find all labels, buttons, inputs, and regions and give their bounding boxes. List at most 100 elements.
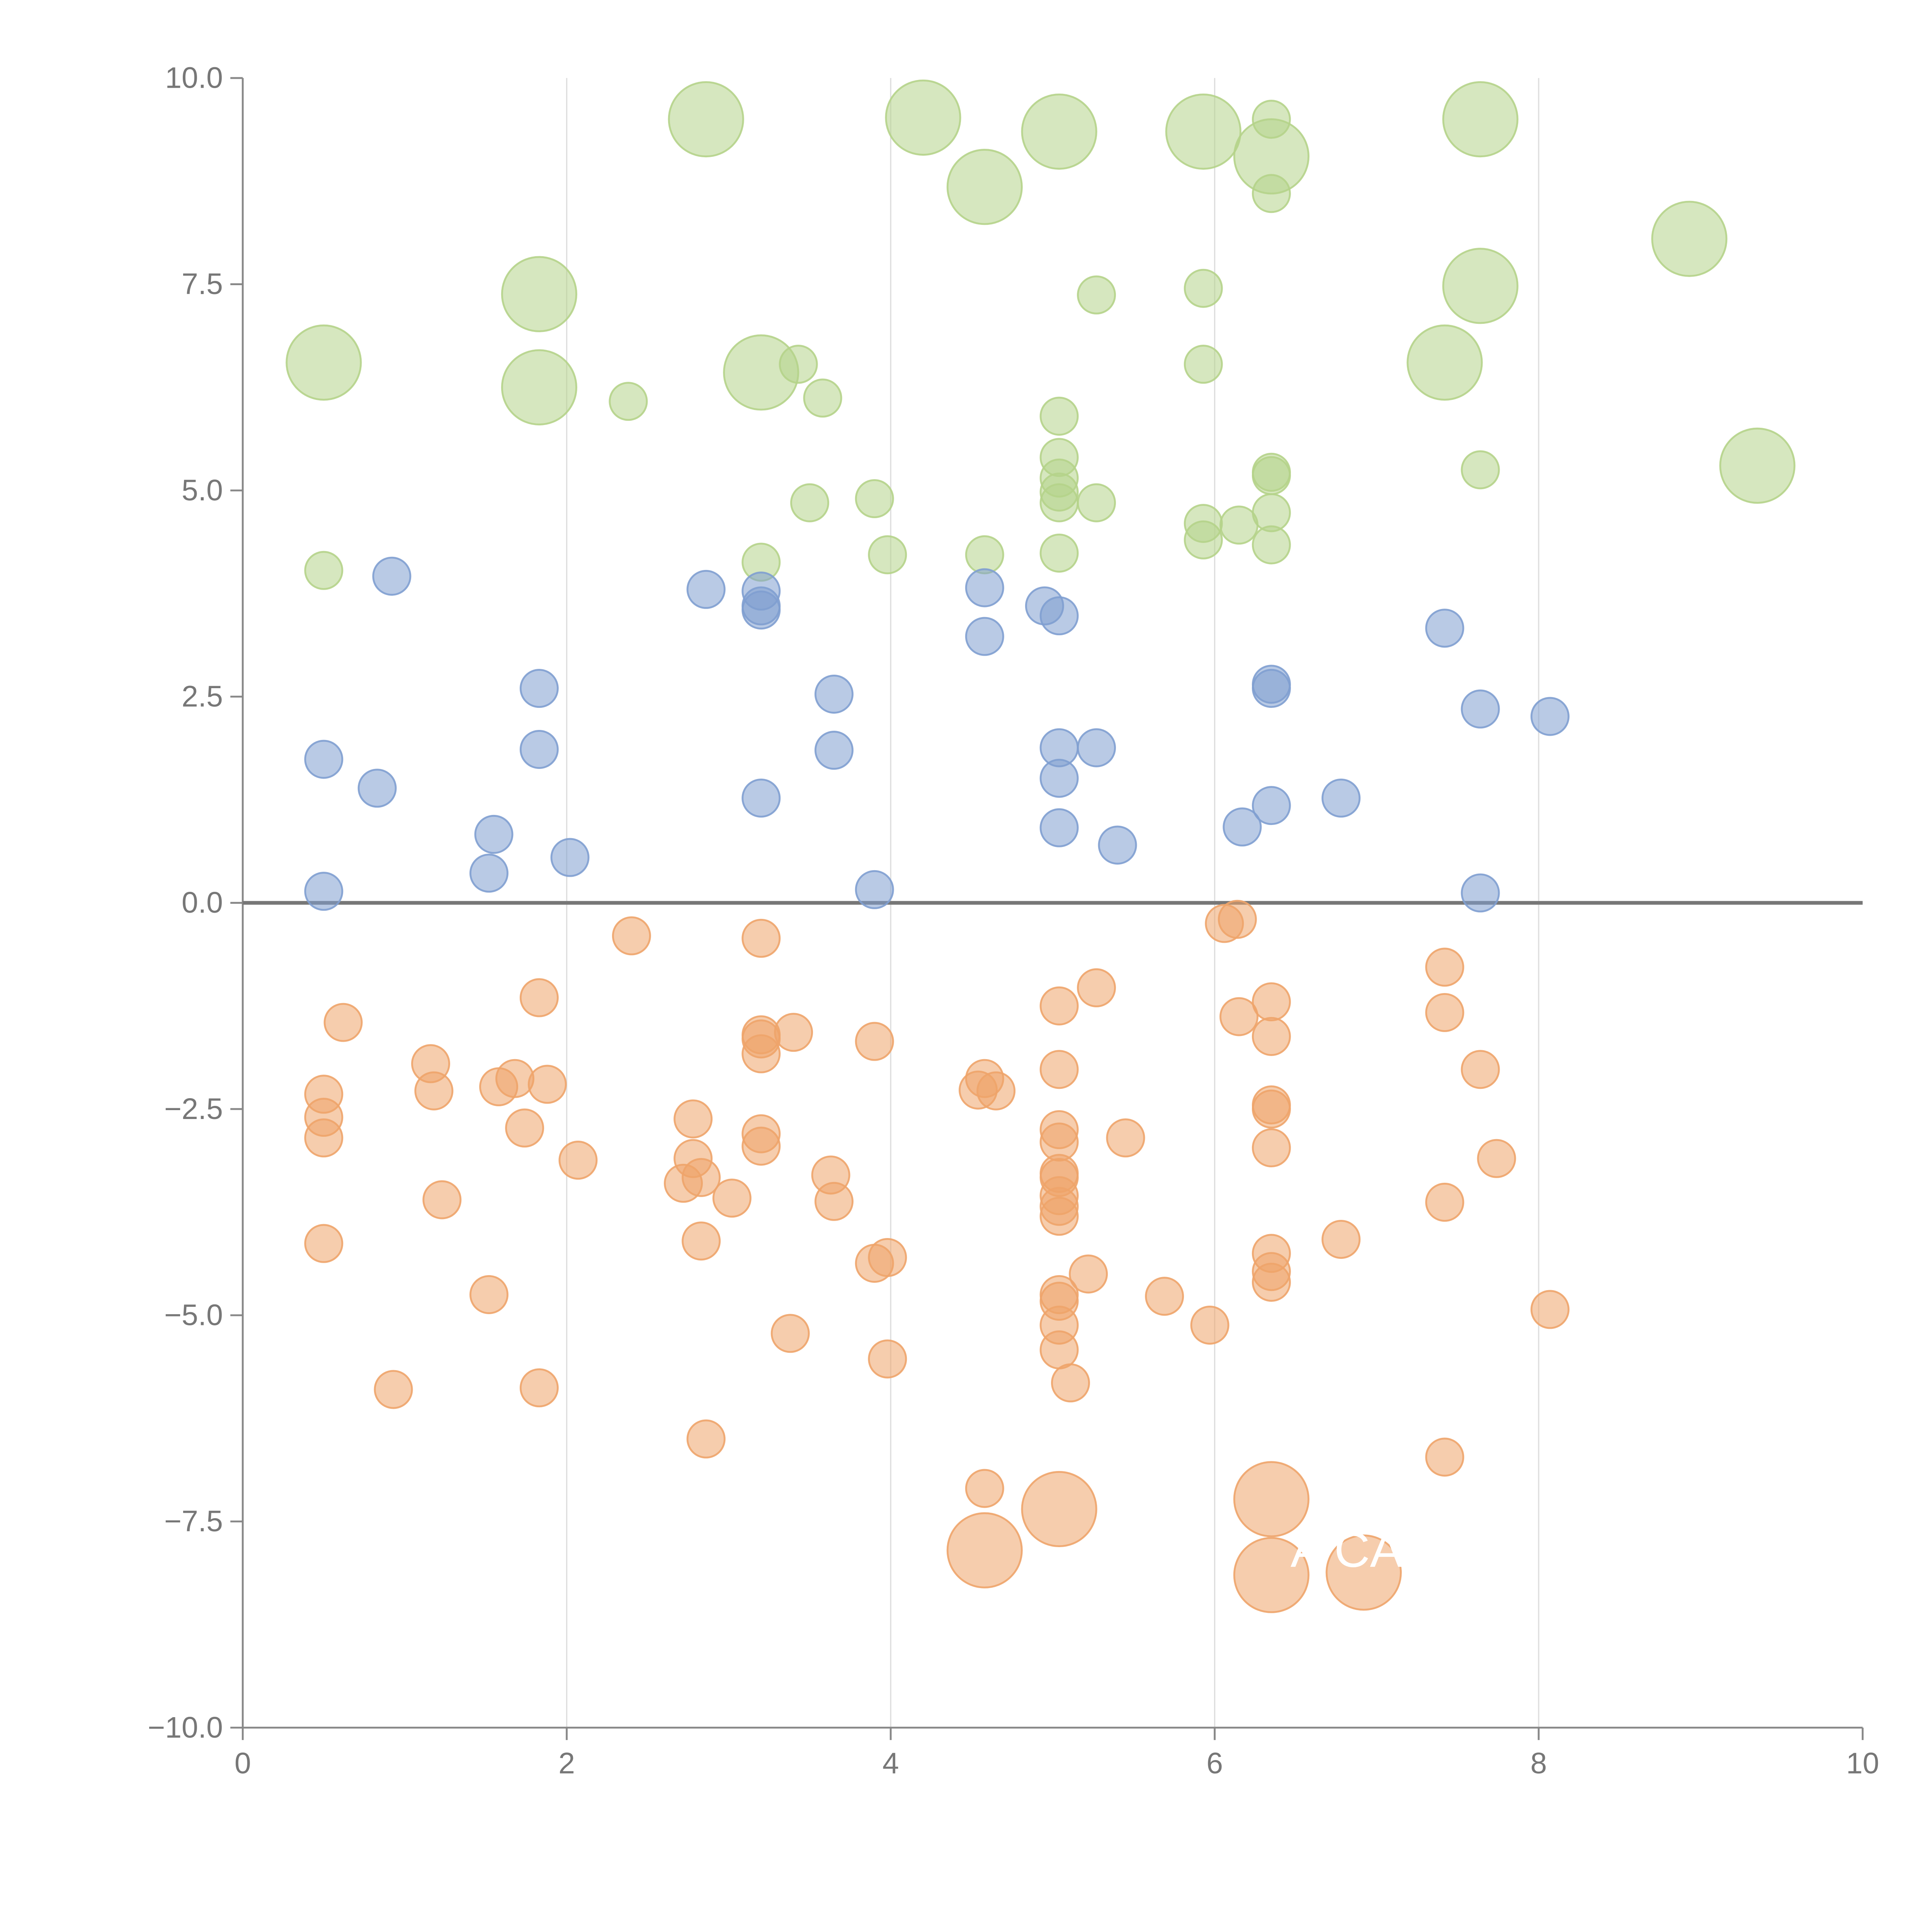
green-point	[501, 256, 577, 332]
orange-point	[1321, 1219, 1361, 1259]
orange-point	[742, 918, 781, 958]
orange-point	[612, 916, 651, 956]
green-point	[1252, 100, 1291, 139]
orange-point	[1461, 1050, 1500, 1089]
green-point	[1651, 201, 1728, 277]
orange-point	[527, 1065, 567, 1104]
green-point	[868, 535, 907, 575]
x-tick-label: 6	[1206, 1747, 1223, 1780]
green-point	[304, 551, 344, 590]
green-point	[885, 79, 961, 156]
blue-point	[1252, 786, 1291, 825]
orange-point	[774, 1013, 813, 1052]
green-point	[1039, 483, 1079, 522]
orange-point	[1106, 1118, 1145, 1158]
orange-point	[742, 1034, 781, 1073]
x-tick-label: 2	[558, 1747, 575, 1780]
orange-point	[1145, 1277, 1184, 1316]
y-tick-label: 5.0	[182, 474, 223, 507]
x-tick-label: 8	[1531, 1747, 1547, 1780]
blue-point	[814, 731, 854, 770]
blue-point	[1530, 697, 1570, 736]
y-tick-label: 2.5	[182, 680, 223, 713]
orange-point	[1021, 1471, 1097, 1548]
orange-point	[1530, 1290, 1570, 1329]
blue-point	[550, 838, 590, 877]
blue-point	[1461, 873, 1500, 913]
blue-point	[474, 815, 514, 854]
orange-point	[946, 1512, 1023, 1588]
green-point	[609, 382, 648, 421]
orange-point	[814, 1182, 854, 1221]
blue-point	[742, 590, 781, 630]
y-tick-label: −7.5	[164, 1505, 223, 1538]
blue-point	[304, 872, 344, 911]
data-points	[286, 79, 1796, 1613]
orange-point	[519, 1368, 559, 1408]
axes: −10.0 −7.5 −5.0 −2.5 0.0 2.5 5.0 7.5 10.0 0 2 4 6 8 10	[148, 61, 1879, 1780]
orange-point	[868, 1238, 907, 1277]
orange-point	[1218, 900, 1257, 939]
blue-point	[1098, 825, 1137, 865]
orange-point	[1252, 1128, 1291, 1168]
annotations: A CA	[1291, 1522, 1403, 1578]
orange-point	[855, 1022, 894, 1061]
orange-point	[304, 1118, 344, 1158]
blue-point	[1425, 609, 1464, 648]
orange-point	[686, 1419, 726, 1459]
blue-point	[855, 870, 894, 909]
orange-point	[868, 1339, 907, 1379]
orange-point	[469, 1275, 509, 1314]
green-point	[1184, 345, 1223, 384]
green-point	[501, 349, 577, 425]
blue-point	[965, 617, 1004, 656]
orange-point	[1069, 1254, 1108, 1294]
y-tick-label: 7.5	[182, 267, 223, 301]
green-point	[1039, 396, 1079, 436]
blue-point	[1039, 596, 1079, 636]
orange-point	[422, 1180, 462, 1219]
green-point	[1461, 450, 1500, 490]
blue-point	[742, 778, 781, 818]
orange-point	[1077, 968, 1116, 1007]
blue-point	[519, 730, 559, 769]
orange-point	[505, 1108, 544, 1148]
orange-point	[374, 1370, 413, 1409]
annotation-label: A	[1291, 1522, 1324, 1578]
orange-point	[770, 1314, 810, 1353]
green-point	[1077, 483, 1116, 522]
green-point	[1165, 94, 1242, 170]
blue-point	[357, 769, 397, 808]
green-point	[1252, 525, 1291, 565]
orange-point	[323, 1003, 363, 1042]
orange-point	[1039, 1197, 1079, 1236]
green-point	[1039, 533, 1079, 573]
blue-point	[1223, 807, 1262, 847]
orange-point	[414, 1071, 454, 1111]
orange-point	[1425, 1437, 1464, 1477]
blue-point	[965, 568, 1004, 607]
orange-point	[1252, 982, 1291, 1022]
orange-point	[1252, 1017, 1291, 1056]
blue-point	[519, 669, 559, 708]
orange-point	[742, 1126, 781, 1166]
green-point	[1406, 324, 1483, 401]
blue-point	[1039, 759, 1079, 798]
orange-point	[1039, 1330, 1079, 1369]
green-point	[790, 483, 829, 522]
orange-point	[712, 1179, 752, 1218]
orange-point	[1477, 1139, 1516, 1178]
green-point	[779, 345, 818, 384]
orange-point	[1219, 997, 1259, 1036]
green-point	[1077, 275, 1116, 315]
orange-point	[1425, 947, 1464, 987]
green-point	[855, 479, 894, 519]
orange-point	[1233, 1461, 1310, 1537]
green-point	[803, 378, 842, 418]
green-point	[1252, 174, 1291, 213]
y-tick-label: −2.5	[164, 1092, 223, 1126]
orange-point	[1325, 1534, 1402, 1611]
orange-point	[558, 1141, 598, 1180]
green-point	[1719, 427, 1796, 504]
